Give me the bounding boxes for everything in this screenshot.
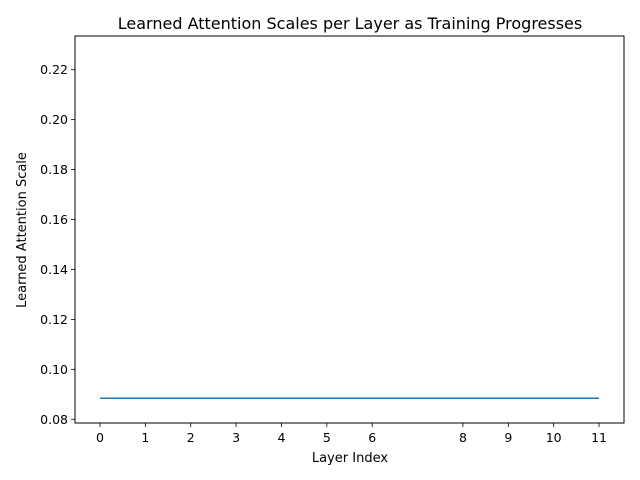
x-tick-label: 6: [368, 430, 376, 445]
x-axis-label: Layer Index: [312, 451, 388, 466]
y-tick-label: 0.14: [40, 262, 68, 277]
x-tick-label: 1: [141, 430, 149, 445]
x-tick-label: 2: [187, 430, 195, 445]
chart-title: Learned Attention Scales per Layer as Tr…: [118, 14, 582, 33]
plot-area: [74, 35, 625, 424]
x-tick-label: 9: [504, 430, 512, 445]
x-tick-label: 4: [277, 430, 285, 445]
x-tick-label: 0: [96, 430, 104, 445]
y-axis-label: Learned Attention Scale: [15, 152, 30, 308]
y-tick-label: 0.20: [40, 112, 68, 127]
y-tick-label: 0.16: [40, 212, 68, 227]
x-tick-label: 10: [546, 430, 562, 445]
x-tick-label: 3: [232, 430, 240, 445]
y-axis-ticks: 0.08 0.10 0.12 0.14 0.16 0.18 0.20 0.22: [40, 62, 75, 427]
x-axis-ticks: 0 1 2 3 4 5 6 8 9 10 11: [96, 423, 607, 445]
x-tick-label: 8: [459, 430, 467, 445]
y-tick-label: 0.22: [40, 62, 68, 77]
y-tick-label: 0.12: [40, 312, 68, 327]
x-tick-label: 11: [591, 430, 607, 445]
y-tick-label: 0.10: [40, 362, 68, 377]
x-tick-label: 5: [323, 430, 331, 445]
y-tick-label: 0.08: [40, 412, 68, 427]
y-tick-label: 0.18: [40, 162, 68, 177]
